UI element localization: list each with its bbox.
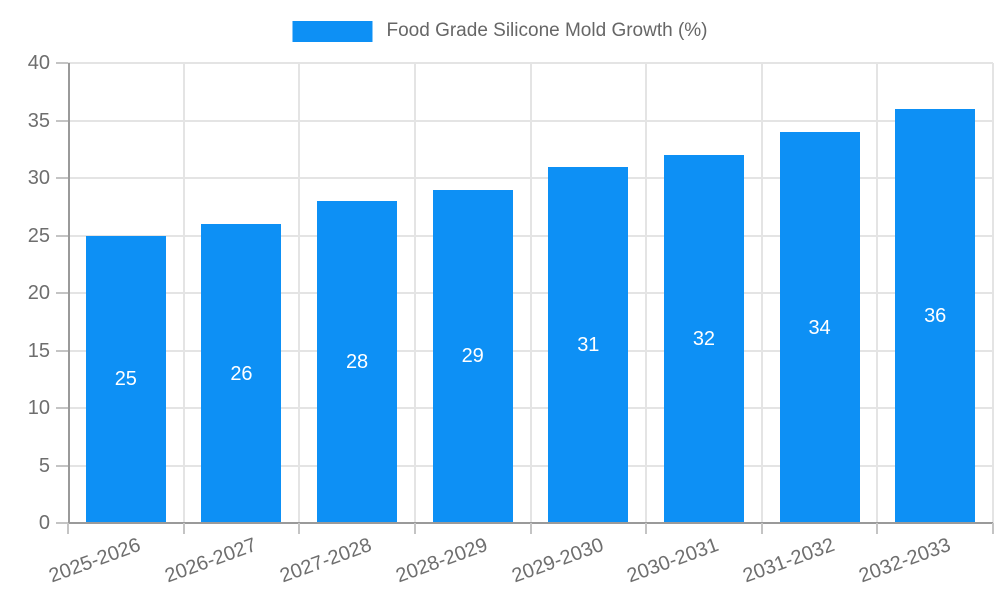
x-tick-label: 2030-2031	[624, 533, 722, 588]
y-tick-label: 25	[27, 224, 50, 247]
x-axis-tick	[876, 523, 879, 534]
x-tick-label: 2029-2030	[508, 533, 607, 588]
bar	[895, 109, 976, 523]
x-tick-label: 2026-2027	[161, 533, 260, 588]
gridline-vertical	[413, 63, 416, 523]
x-tick-label: 2025-2026	[46, 533, 144, 588]
x-axis-tick	[760, 523, 763, 534]
x-axis-tick	[645, 523, 648, 534]
bar	[317, 201, 398, 523]
x-tick-label: 2032-2033	[855, 533, 954, 588]
y-axis-tick	[56, 119, 68, 122]
gridline-vertical	[876, 63, 879, 523]
y-axis-tick	[56, 522, 68, 524]
bar	[432, 189, 513, 523]
chart-legend[interactable]: Food Grade Silicone Mold Growth (%)	[292, 20, 708, 42]
bar	[548, 166, 629, 523]
x-tick-label: 2031-2032	[740, 533, 838, 588]
y-tick-label: 15	[27, 339, 50, 362]
y-tick-label: 20	[27, 282, 50, 304]
legend-swatch-icon[interactable]	[292, 20, 373, 42]
x-axis-tick	[298, 523, 301, 534]
gridline-vertical	[182, 63, 185, 523]
gridline-vertical	[992, 63, 994, 523]
bar	[85, 235, 166, 523]
plot-area: 25 26 28 29 31 32 34 36	[68, 62, 994, 523]
y-axis-tick	[56, 62, 68, 64]
x-tick-label: 2027-2028	[277, 533, 375, 588]
gridline-vertical	[298, 63, 301, 523]
bar-value-label: 29	[461, 345, 484, 368]
gridline-vertical	[529, 63, 532, 523]
y-axis-line	[68, 63, 70, 523]
x-tick-label: 2028-2029	[393, 533, 491, 588]
y-axis-tick	[56, 234, 68, 237]
gridline-vertical	[760, 63, 763, 523]
y-tick-label: 5	[38, 454, 50, 477]
bar-value-label: 34	[808, 316, 831, 339]
y-axis-tick	[56, 464, 68, 467]
bar	[201, 224, 282, 523]
x-axis-tick	[992, 523, 994, 534]
y-tick-label: 0	[38, 512, 50, 534]
gridline-vertical	[645, 63, 648, 523]
x-axis-tick	[182, 523, 185, 534]
y-tick-label: 35	[27, 109, 50, 132]
bar	[663, 155, 744, 523]
bar-value-label: 32	[692, 328, 716, 350]
y-tick-label: 30	[27, 167, 50, 189]
y-axis-tick	[56, 407, 68, 409]
bar-value-label: 25	[114, 368, 137, 391]
bar	[779, 132, 860, 523]
y-tick-label: 10	[27, 397, 50, 419]
y-axis-tick	[56, 292, 68, 294]
y-tick-label: 40	[27, 52, 50, 74]
x-axis-tick	[67, 523, 69, 534]
bar-value-label: 26	[230, 362, 253, 385]
y-axis-tick	[56, 177, 68, 179]
legend-label[interactable]: Food Grade Silicone Mold Growth (%)	[386, 20, 708, 41]
bar-value-label: 31	[577, 333, 600, 356]
x-axis-tick	[529, 523, 532, 534]
x-axis-tick	[413, 523, 416, 534]
bar-value-label: 36	[924, 305, 947, 327]
y-axis-tick	[56, 349, 68, 352]
bar-value-label: 28	[345, 351, 369, 373]
